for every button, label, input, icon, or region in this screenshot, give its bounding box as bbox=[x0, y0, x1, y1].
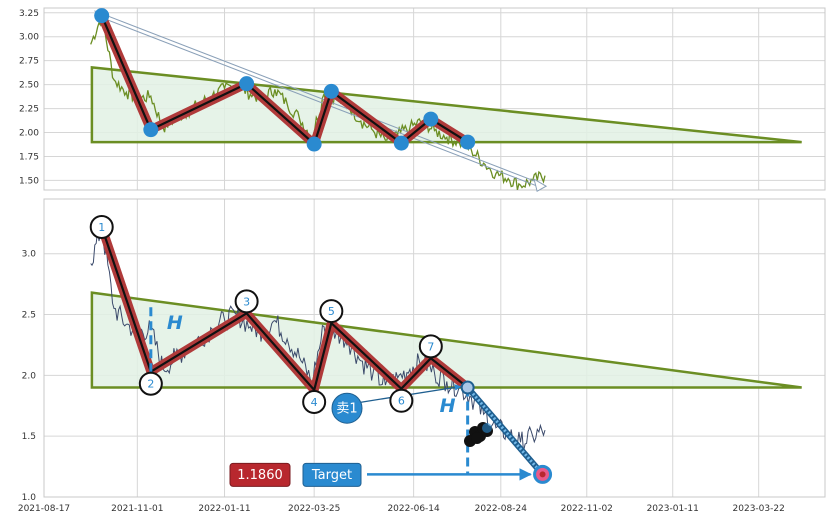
price-line-bottom bbox=[90, 226, 546, 452]
price-cluster-dot bbox=[482, 423, 492, 433]
target-label-text: Target bbox=[311, 468, 352, 483]
target-value-badge bbox=[229, 462, 291, 487]
pivot-marker-top bbox=[423, 111, 439, 127]
pivot-label-3: 3 bbox=[243, 295, 250, 308]
trend-arrow-edge bbox=[94, 14, 541, 188]
pivot-marker-top bbox=[393, 135, 409, 151]
pivot-marker-3 bbox=[234, 289, 259, 314]
breakout-point bbox=[460, 380, 475, 395]
pivot-marker-1 bbox=[89, 214, 114, 239]
y-tick-label-bottom: 2.0 bbox=[22, 371, 37, 381]
pivot-label-7: 7 bbox=[427, 340, 434, 353]
y-tick-label-bottom: 1.5 bbox=[22, 432, 36, 442]
y-tick-label-top: 3.00 bbox=[19, 33, 39, 43]
bottom-panel-frame bbox=[43, 198, 826, 498]
pivot-marker-top bbox=[143, 122, 159, 138]
target-point-center bbox=[539, 471, 546, 478]
x-tick-label: 2023-03-22 bbox=[733, 504, 785, 514]
x-tick-label: 2021-08-17 bbox=[18, 504, 70, 514]
pattern-height-label: H bbox=[167, 312, 183, 334]
pivot-marker-top bbox=[460, 134, 476, 150]
pivot-marker-top bbox=[323, 83, 339, 99]
zigzag-line-bottom bbox=[100, 226, 469, 392]
target-value-text: 1.1860 bbox=[237, 468, 283, 483]
trend-arrow-edge bbox=[94, 10, 541, 184]
x-tick-label: 2022-03-25 bbox=[288, 504, 340, 514]
sell-marker bbox=[331, 392, 363, 424]
y-tick-label-top: 2.25 bbox=[19, 105, 39, 115]
x-tick-label: 2021-11-01 bbox=[111, 504, 163, 514]
y-tick-label-top: 1.50 bbox=[19, 176, 39, 186]
pivot-label-2: 2 bbox=[147, 378, 154, 391]
target-label-badge bbox=[302, 462, 362, 487]
y-tick-label-top: 2.00 bbox=[19, 129, 39, 139]
pivot-label-1: 1 bbox=[98, 221, 105, 234]
pivot-label-6: 6 bbox=[398, 395, 405, 408]
x-tick-label: 2022-08-24 bbox=[475, 504, 528, 514]
pivot-marker-2 bbox=[138, 371, 163, 396]
trend-arrow-head bbox=[533, 178, 548, 192]
y-tick-label-bottom: 3.0 bbox=[22, 250, 37, 260]
y-tick-label-top: 1.75 bbox=[19, 152, 39, 162]
triangle-pattern-bottom bbox=[90, 291, 802, 389]
pivot-marker-6 bbox=[389, 388, 414, 413]
pivot-marker-top bbox=[239, 76, 255, 92]
pivot-marker-top bbox=[94, 8, 110, 24]
x-tick-label: 2023-01-11 bbox=[647, 504, 699, 514]
y-tick-label-bottom: 1.0 bbox=[22, 493, 37, 503]
pivot-label-5: 5 bbox=[328, 305, 335, 318]
x-tick-label: 2022-06-14 bbox=[387, 504, 440, 514]
pivot-marker-7 bbox=[418, 334, 443, 359]
y-tick-label-top: 2.75 bbox=[19, 57, 39, 67]
top-panel-frame bbox=[43, 7, 826, 191]
triangle-pattern-top bbox=[90, 66, 802, 144]
pivot-marker-5 bbox=[319, 299, 344, 324]
y-tick-label-top: 2.50 bbox=[19, 81, 39, 91]
pivot-label-4: 4 bbox=[311, 396, 318, 409]
projection-height-label: H bbox=[440, 395, 456, 417]
x-tick-label: 2022-11-02 bbox=[561, 504, 613, 514]
breakout-projection-line bbox=[466, 386, 544, 476]
sell-marker-label: 卖1 bbox=[336, 402, 357, 417]
pivot-marker-4 bbox=[302, 389, 327, 414]
y-tick-label-top: 3.25 bbox=[19, 9, 39, 19]
y-tick-label-bottom: 2.5 bbox=[22, 311, 36, 321]
pivot-marker-top bbox=[306, 136, 322, 152]
price-cluster-dot bbox=[471, 432, 483, 444]
x-tick-label: 2022-01-11 bbox=[198, 504, 250, 514]
